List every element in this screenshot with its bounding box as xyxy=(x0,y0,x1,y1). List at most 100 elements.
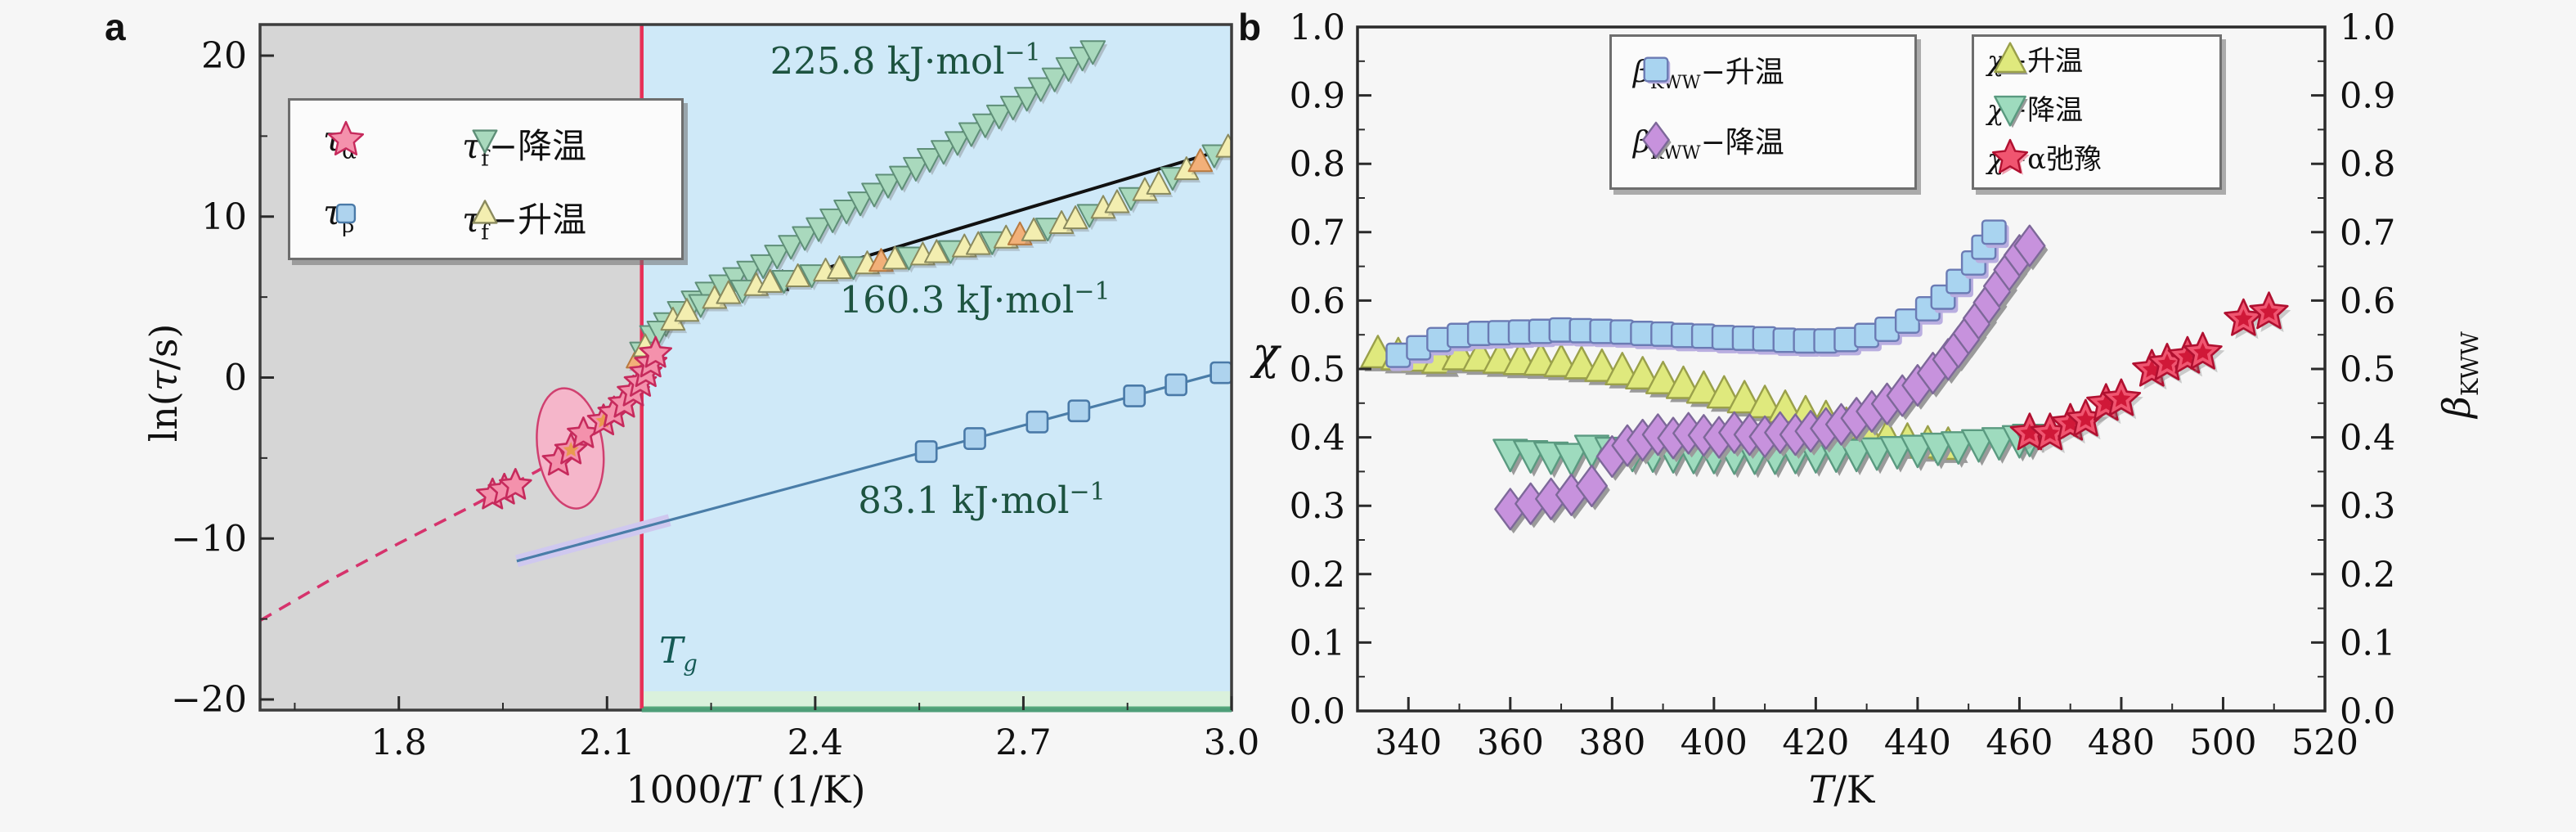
chi-alpha-marker-core xyxy=(2260,302,2278,321)
tau-f-cooling-marker xyxy=(1041,67,1068,92)
x-tick-label: 340 xyxy=(1375,722,1442,763)
panel-b-ylabel-right: βKWW xyxy=(2434,331,2484,418)
tg-annotation: Tg xyxy=(659,630,698,677)
tau-f-cooling-marker xyxy=(1079,40,1106,65)
y-tick-label: −10 xyxy=(171,518,247,560)
legend-item-τα: τα xyxy=(323,119,365,164)
x-tick-label: 3.0 xyxy=(1204,722,1259,763)
legend-item-βKWW−升温: βKWW−升温 xyxy=(1633,48,1784,93)
y-tick-label-right: 0.3 xyxy=(2340,486,2395,527)
legend-item-τf−升温: τf−升温 xyxy=(462,192,586,245)
chi-alpha-marker-core xyxy=(2020,423,2040,442)
tau-beta-marker xyxy=(914,440,938,463)
tau-f-heating-marker xyxy=(757,268,783,293)
x-tick-label: 380 xyxy=(1578,722,1645,763)
legend-item-χ−升温: χ−升温 xyxy=(1987,38,2083,79)
tau-beta-marker xyxy=(1209,361,1232,385)
tau-f-cooling-marker xyxy=(903,156,929,182)
legend-item-χ−降温: χ−降温 xyxy=(1987,88,2083,128)
tau-f-heating-marker xyxy=(1062,205,1088,230)
star-legend-icon xyxy=(327,120,365,155)
chi-heating-marker xyxy=(1584,348,1620,382)
activation-energy-beta: 83.1 kJ·mol−1 xyxy=(858,478,1106,523)
y-tick-label: 0.1 xyxy=(1290,623,1345,663)
marker xyxy=(1991,138,2029,173)
tau-f-cooling-marker xyxy=(1027,77,1054,102)
tau-f-cooling-marker xyxy=(1013,87,1040,112)
y-tick-label: 0 xyxy=(224,358,247,399)
x-tick-label: 520 xyxy=(2291,722,2358,763)
y-tick-label-right: 0.9 xyxy=(2340,76,2395,117)
tau-f-cooling-marker xyxy=(861,182,887,208)
tau-f-cooling-marker xyxy=(778,235,805,260)
panel-a-legend: τα τf−降温 τβ τf−升温 xyxy=(288,98,684,260)
chi-heating-marker xyxy=(1665,365,1702,399)
tau-f-cooling-marker xyxy=(985,104,1012,129)
panel-a-xlabel: 1000/T (1/K) xyxy=(626,767,866,812)
tau-f-heating-marker xyxy=(1021,217,1047,241)
y-tick-label-right: 0.4 xyxy=(2340,418,2395,459)
tau-f-heating-marker xyxy=(924,239,949,263)
y-tick-label: −20 xyxy=(171,679,247,721)
marker xyxy=(1994,42,2026,74)
tri-down-legend-icon xyxy=(472,129,498,154)
x-tick-label: 2.7 xyxy=(995,722,1051,763)
panel-a-ylabel: ln(τ/s) xyxy=(141,323,186,443)
star-legend-icon xyxy=(1991,138,2030,175)
panel-a-series xyxy=(260,40,1232,623)
x-tick-label: 500 xyxy=(2189,722,2256,763)
marker xyxy=(1994,95,2026,127)
y-tick-label: 0.0 xyxy=(1290,691,1345,732)
tau-beta-marker xyxy=(1123,385,1147,407)
tau-beta-fit-line xyxy=(516,368,1232,563)
y-tick-label: 0.9 xyxy=(1290,76,1345,117)
tau-beta-marker xyxy=(1165,373,1188,397)
square-legend-icon xyxy=(1643,56,1671,84)
chi-heating-marker xyxy=(1645,360,1681,394)
chi-heating-marker xyxy=(1706,375,1742,409)
x-tick-label: 460 xyxy=(1986,722,2053,763)
tau-beta-marker xyxy=(1025,410,1049,434)
tau-f-heating-marker xyxy=(1187,148,1214,173)
tau-f-cooling-marker xyxy=(999,96,1026,121)
tau-f-cooling-marker xyxy=(750,254,777,279)
panel-a-letter: a xyxy=(105,6,126,48)
tau-alpha-marker-core xyxy=(563,442,579,457)
square-legend-icon xyxy=(335,203,357,224)
y-tick-label: 0.7 xyxy=(1290,213,1345,254)
tau-f-cooling-marker xyxy=(944,131,971,156)
tau-f-cooling-marker xyxy=(833,200,859,225)
panel-b-legend-beta: βKWW−升温 βKWW−降温 xyxy=(1609,34,1917,190)
tau-f-cooling-marker xyxy=(958,122,985,147)
x-tick-label: 2.1 xyxy=(579,722,635,763)
x-tick-label: 420 xyxy=(1782,722,1849,763)
diamond-legend-icon xyxy=(1642,121,1672,160)
tri-up-legend-icon xyxy=(472,200,498,224)
marker xyxy=(335,203,357,224)
y-tick-label: 0.5 xyxy=(1290,349,1345,390)
tau-f-cooling-marker xyxy=(764,245,791,270)
tau-alpha-marker xyxy=(499,468,532,500)
y-tick-label-right: 1.0 xyxy=(2340,7,2395,48)
chi-heating-marker xyxy=(1726,380,1762,414)
tau-f-heating-marker xyxy=(965,231,991,255)
x-tick-label: 440 xyxy=(1884,722,1951,763)
panel-b-xlabel: T/K xyxy=(1808,767,1875,812)
tau-f-cooling-marker xyxy=(806,217,832,242)
panel-b-series xyxy=(1360,219,2291,534)
y-tick-label-right: 0.2 xyxy=(2340,555,2395,596)
tau-f-cooling-marker xyxy=(847,191,873,217)
tri-up-legend-icon xyxy=(1994,42,2028,74)
beta-cooling-marker xyxy=(1575,464,1609,507)
chi-cooling-marker xyxy=(1553,443,1590,477)
tau-f-cooling-marker xyxy=(819,208,846,233)
y-tick-label-right: 0.7 xyxy=(2340,213,2395,254)
tau-f-heating-marker xyxy=(716,280,742,304)
y-tick-label-right: 0.1 xyxy=(2340,623,2395,663)
tau-f-cooling-marker xyxy=(889,165,915,191)
y-tick-label: 0.4 xyxy=(1290,418,1345,459)
chi-alpha-marker-core xyxy=(2193,342,2212,361)
tri-down-legend-icon xyxy=(1994,95,2028,128)
tau-f-heating-marker xyxy=(827,255,852,280)
